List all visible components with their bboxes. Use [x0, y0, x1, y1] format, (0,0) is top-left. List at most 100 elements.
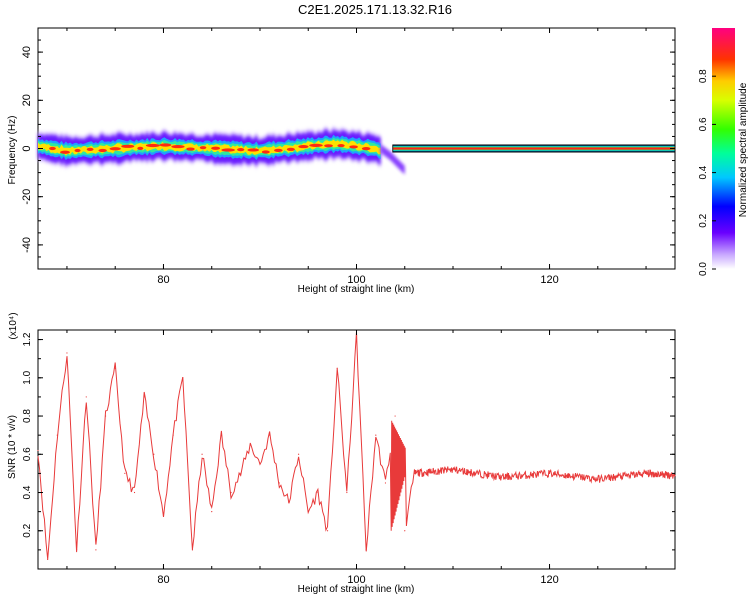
snr-x-tick-label: 100 [347, 574, 365, 586]
snr-data-point [220, 434, 222, 436]
snr-data-point [317, 491, 319, 494]
snr-data-point [76, 549, 78, 551]
snr-data-point [47, 558, 49, 561]
snr-axes: 80 100 120 0.2 0.4 0.6 0.8 1.0 1.2 [22, 330, 675, 586]
heatmap-tail [380, 144, 405, 175]
heatmap-hot-spot [60, 150, 70, 154]
heatmap-hot-spot [324, 144, 333, 148]
snr-x-tick-label: 120 [540, 574, 558, 586]
snr-data-point [104, 415, 107, 417]
snr-x-label: Height of straight line (km) [298, 584, 415, 595]
heatmap-y-tick-label: -40 [21, 237, 33, 253]
snr-data-point [259, 463, 261, 465]
heatmap-hot-spot [361, 147, 371, 151]
snr-y-tick-label: 0.8 [22, 409, 33, 423]
heatmap-hot-spot [337, 143, 345, 148]
colorbar-tick-label: 0.2 [698, 213, 709, 227]
heatmap-hot-spot [121, 144, 135, 148]
heatmap-band-core [38, 139, 381, 156]
snr-data-point [201, 453, 203, 455]
snr-data-point [375, 434, 377, 436]
heatmap-layer [38, 124, 676, 175]
heatmap-hot-spot [237, 148, 245, 152]
colorbar-tick-label: 0.8 [698, 69, 709, 83]
snr-data-point [394, 415, 396, 417]
heatmap-steady-line [392, 147, 675, 150]
snr-data-point [404, 530, 406, 532]
snr-data-point [645, 472, 647, 474]
heatmap-hot-spot [298, 144, 309, 149]
heatmap-y-tick-label: 20 [21, 94, 33, 106]
heatmap-x-tick-label: 120 [540, 274, 558, 286]
heatmap-hot-spot [159, 143, 172, 147]
heatmap-x-tick-label: 100 [347, 274, 365, 286]
heatmap-y-label: Frequency (Hz) [7, 116, 18, 185]
snr-line-layer [37, 331, 676, 561]
snr-data-point [153, 453, 155, 455]
heatmap-y-tick-label: -20 [21, 189, 33, 205]
snr-data-point [143, 396, 145, 398]
snr-data-point [452, 468, 454, 471]
snr-y-tick-label: 1.0 [22, 370, 33, 384]
snr-x-tick-label: 80 [157, 574, 169, 586]
heatmap-y-tick-label: 0 [21, 145, 33, 151]
snr-data-point [269, 434, 271, 436]
snr-data-point [365, 549, 367, 551]
colorbar-tick-label: 0.4 [698, 165, 709, 179]
heatmap-hot-spot [309, 143, 323, 147]
heatmap-hot-spot [274, 148, 283, 152]
snr-data-point [500, 476, 502, 478]
snr-data-point [597, 478, 599, 480]
colorbar-label: Normalized spectral amplitude [738, 82, 749, 217]
snr-series-line [37, 331, 676, 560]
snr-data-point [288, 501, 290, 503]
snr-y-tick-label: 0.4 [22, 485, 33, 499]
snr-plot-area [37, 329, 676, 570]
snr-data-point [413, 472, 416, 474]
snr-data-point [307, 511, 309, 513]
snr-data-point [384, 482, 387, 484]
heatmap-hot-spot [86, 147, 94, 151]
heatmap-hot-spot [109, 147, 121, 151]
figure-title: C2E1.2025.171.13.32.R16 [298, 2, 452, 17]
snr-y-label: SNR (10 * v/v) [7, 415, 18, 479]
snr-data-point [674, 474, 676, 476]
snr-data-point [336, 367, 338, 369]
snr-data-point [56, 434, 58, 436]
snr-data-point [37, 449, 39, 452]
heatmap-hot-spot [286, 147, 295, 151]
heatmap-hot-spot [261, 150, 270, 154]
heatmap-x-label: Height of straight line (km) [298, 284, 415, 295]
heatmap-hot-spot [137, 146, 144, 150]
snr-data-point [66, 352, 68, 354]
snr-data-point [162, 514, 165, 517]
heatmap-hot-spot [199, 146, 207, 150]
snr-data-point [240, 472, 242, 474]
snr-data-point [297, 453, 300, 455]
heatmap-hot-spot [186, 147, 195, 151]
colorbar-tick-label: 0.6 [698, 117, 709, 131]
snr-data-point [346, 491, 348, 494]
snr-data-point [114, 367, 116, 369]
heatmap-x-tick-label: 80 [157, 274, 169, 286]
snr-y-tick-label: 0.2 [22, 523, 33, 537]
heatmap-hot-spot [145, 143, 160, 148]
snr-data-point [85, 396, 87, 398]
snr-data-point [124, 472, 126, 474]
snr-data-point [95, 549, 97, 551]
snr-y-tick-label: 1.2 [22, 332, 33, 346]
snr-data-point [230, 491, 232, 494]
heatmap-hot-spot [221, 148, 235, 152]
snr-data-point [355, 335, 358, 337]
heatmap-axes: 80 100 120 -40 -20 0 20 40 [21, 28, 675, 286]
snr-data-point [548, 472, 551, 474]
colorbar-ticks: 0.0 0.2 0.4 0.6 0.8 [698, 69, 716, 276]
snr-y-tick-label: 0.6 [22, 447, 33, 461]
snr-data-point [182, 377, 184, 379]
snr-data-point [133, 491, 136, 494]
heatmap-hot-spot [247, 148, 260, 152]
heatmap-y-tick-label: 40 [21, 46, 33, 58]
heatmap-hot-spot [349, 145, 358, 149]
